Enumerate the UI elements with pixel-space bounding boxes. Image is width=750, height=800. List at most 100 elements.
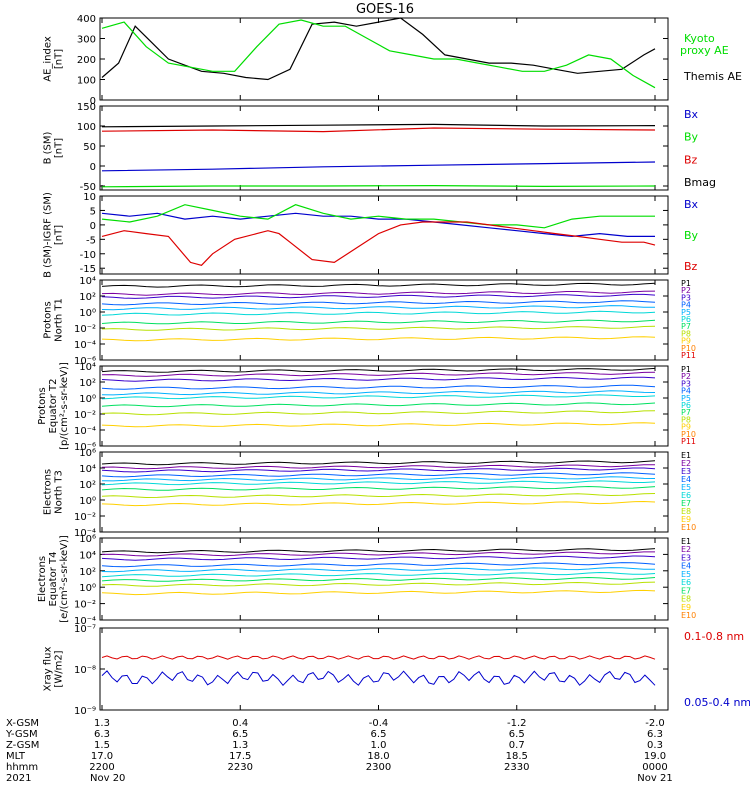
series-line <box>101 367 656 373</box>
legend-entry: Bmag <box>684 176 716 189</box>
x-axis-value: 0.7 <box>509 740 525 751</box>
legend-entry: Themis AE <box>683 70 742 83</box>
legend-entry: P7 <box>681 408 691 417</box>
panel-frame <box>99 279 669 361</box>
series-line <box>101 493 656 499</box>
panel-frame <box>99 195 669 275</box>
series-line <box>101 319 656 325</box>
series-line <box>101 500 656 507</box>
y-tick-label: 10⁻⁴ <box>74 340 96 351</box>
x-axis-row-label: Z-GSM <box>6 740 39 751</box>
panel-p1: 10⁴ 10² 10⁰ 10⁻² 10⁻⁴ 10⁻⁶ Protons North T1 P1P2… <box>43 276 697 367</box>
x-axis-row-label: X-GSM <box>6 718 39 729</box>
series-line <box>101 571 656 578</box>
y-tick-label: 10² <box>79 378 96 389</box>
series-line <box>101 472 656 478</box>
y-tick-label: -5 <box>86 235 96 246</box>
series-line <box>101 567 656 573</box>
y-axis-label: [nT] <box>54 49 65 69</box>
series-line <box>101 422 656 428</box>
x-axis-value: 17.5 <box>229 751 251 762</box>
x-axis-value: -0.4 <box>369 718 389 729</box>
legend-entry: E7 <box>681 499 691 508</box>
y-axis-label: [nT] <box>54 225 65 245</box>
series-line <box>101 300 656 306</box>
series-line <box>101 485 656 491</box>
series-line <box>101 310 656 316</box>
x-axis-value: 1.3 <box>232 740 248 751</box>
legend-entry: E4 <box>681 475 691 484</box>
legend-entry: 0.05-0.4 nm <box>684 696 750 709</box>
series-line <box>101 480 656 486</box>
x-axis-value: -2.0 <box>645 718 665 729</box>
y-tick-label: 10⁻² <box>74 324 96 335</box>
panel-frame <box>99 365 669 447</box>
y-axis-label: [e/(cm²-s-sr-keV)] <box>59 535 70 623</box>
y-tick-label: 10⁻² <box>74 512 96 523</box>
y-axis-label: North T1 <box>54 298 65 342</box>
legend-entry: P2 <box>681 286 691 295</box>
x-axis-row-label: 2021 <box>6 773 31 784</box>
x-axis-value: 6.3 <box>647 729 663 740</box>
y-tick-label: 10⁻⁹ <box>74 706 96 717</box>
legend-entry: E6 <box>681 578 691 587</box>
y-axis-label: B (SM) <box>43 131 54 164</box>
legend-entry: P1 <box>681 365 691 374</box>
series-line <box>101 293 656 299</box>
y-tick-label: 300 <box>77 35 96 46</box>
y-axis-label: [p/(cm²-s-sr-keV)] <box>59 362 70 450</box>
series-bz <box>101 127 656 133</box>
series-line <box>101 476 656 482</box>
series-line <box>101 282 656 288</box>
x-axis-value: 19.0 <box>644 751 666 762</box>
x-axis-value: 18.0 <box>367 751 389 762</box>
panel-frame <box>99 537 669 621</box>
chart-title: GOES-16 <box>356 2 414 17</box>
y-tick-label: 100 <box>77 122 96 133</box>
legend-entry: E7 <box>681 586 691 595</box>
series-line <box>101 576 656 582</box>
y-tick-label: 100 <box>77 76 96 87</box>
legend-entry: P4 <box>681 301 691 310</box>
legend-entry: E8 <box>681 595 691 604</box>
x-axis-value: 6.3 <box>94 729 110 740</box>
series-by <box>101 184 656 188</box>
y-tick-label: 10⁻⁸ <box>74 665 96 676</box>
y-tick-label: 10⁰ <box>79 308 96 319</box>
y-tick-label: 400 <box>77 14 96 25</box>
y-axis-label: Xray flux <box>43 647 54 692</box>
series-1 <box>101 670 656 687</box>
legend-entry: E9 <box>681 515 691 524</box>
series-line <box>101 551 655 557</box>
y-tick-label: 10⁶ <box>79 534 96 545</box>
legend-entry: E2 <box>681 459 691 468</box>
legend-entry: By <box>684 131 699 144</box>
y-axis-label: Equator T4 <box>48 552 59 607</box>
legend-entry: P7 <box>681 322 691 331</box>
y-tick-label: 150 <box>77 102 96 113</box>
legend-entry: proxy AE <box>680 44 729 57</box>
series-line <box>101 325 656 331</box>
legend-entry: E5 <box>681 570 691 579</box>
series-line <box>101 384 656 390</box>
series-bmag <box>101 123 656 128</box>
series-kyoto-proxy-ae <box>101 19 656 89</box>
y-axis-label: [nT] <box>54 138 65 158</box>
legend-entry: E4 <box>681 562 691 571</box>
y-tick-label: 10² <box>79 480 96 491</box>
legend-entry: P1 <box>681 279 691 288</box>
y-tick-label: 10² <box>79 292 96 303</box>
y-axis-label: Protons <box>37 387 48 424</box>
y-tick-label: 10⁴ <box>79 464 96 475</box>
x-axis-value: 1.5 <box>94 740 110 751</box>
legend-entry: Bz <box>684 153 698 166</box>
x-axis-value: 2330 <box>504 762 529 773</box>
series-line <box>101 548 656 554</box>
legend-entry: Kyoto <box>684 32 715 45</box>
legend-entry: P11 <box>681 351 696 360</box>
legend-entry: By <box>684 229 699 242</box>
x-axis-value: 2300 <box>366 762 391 773</box>
series-line <box>101 402 656 408</box>
y-tick-label: 0 <box>90 221 96 232</box>
